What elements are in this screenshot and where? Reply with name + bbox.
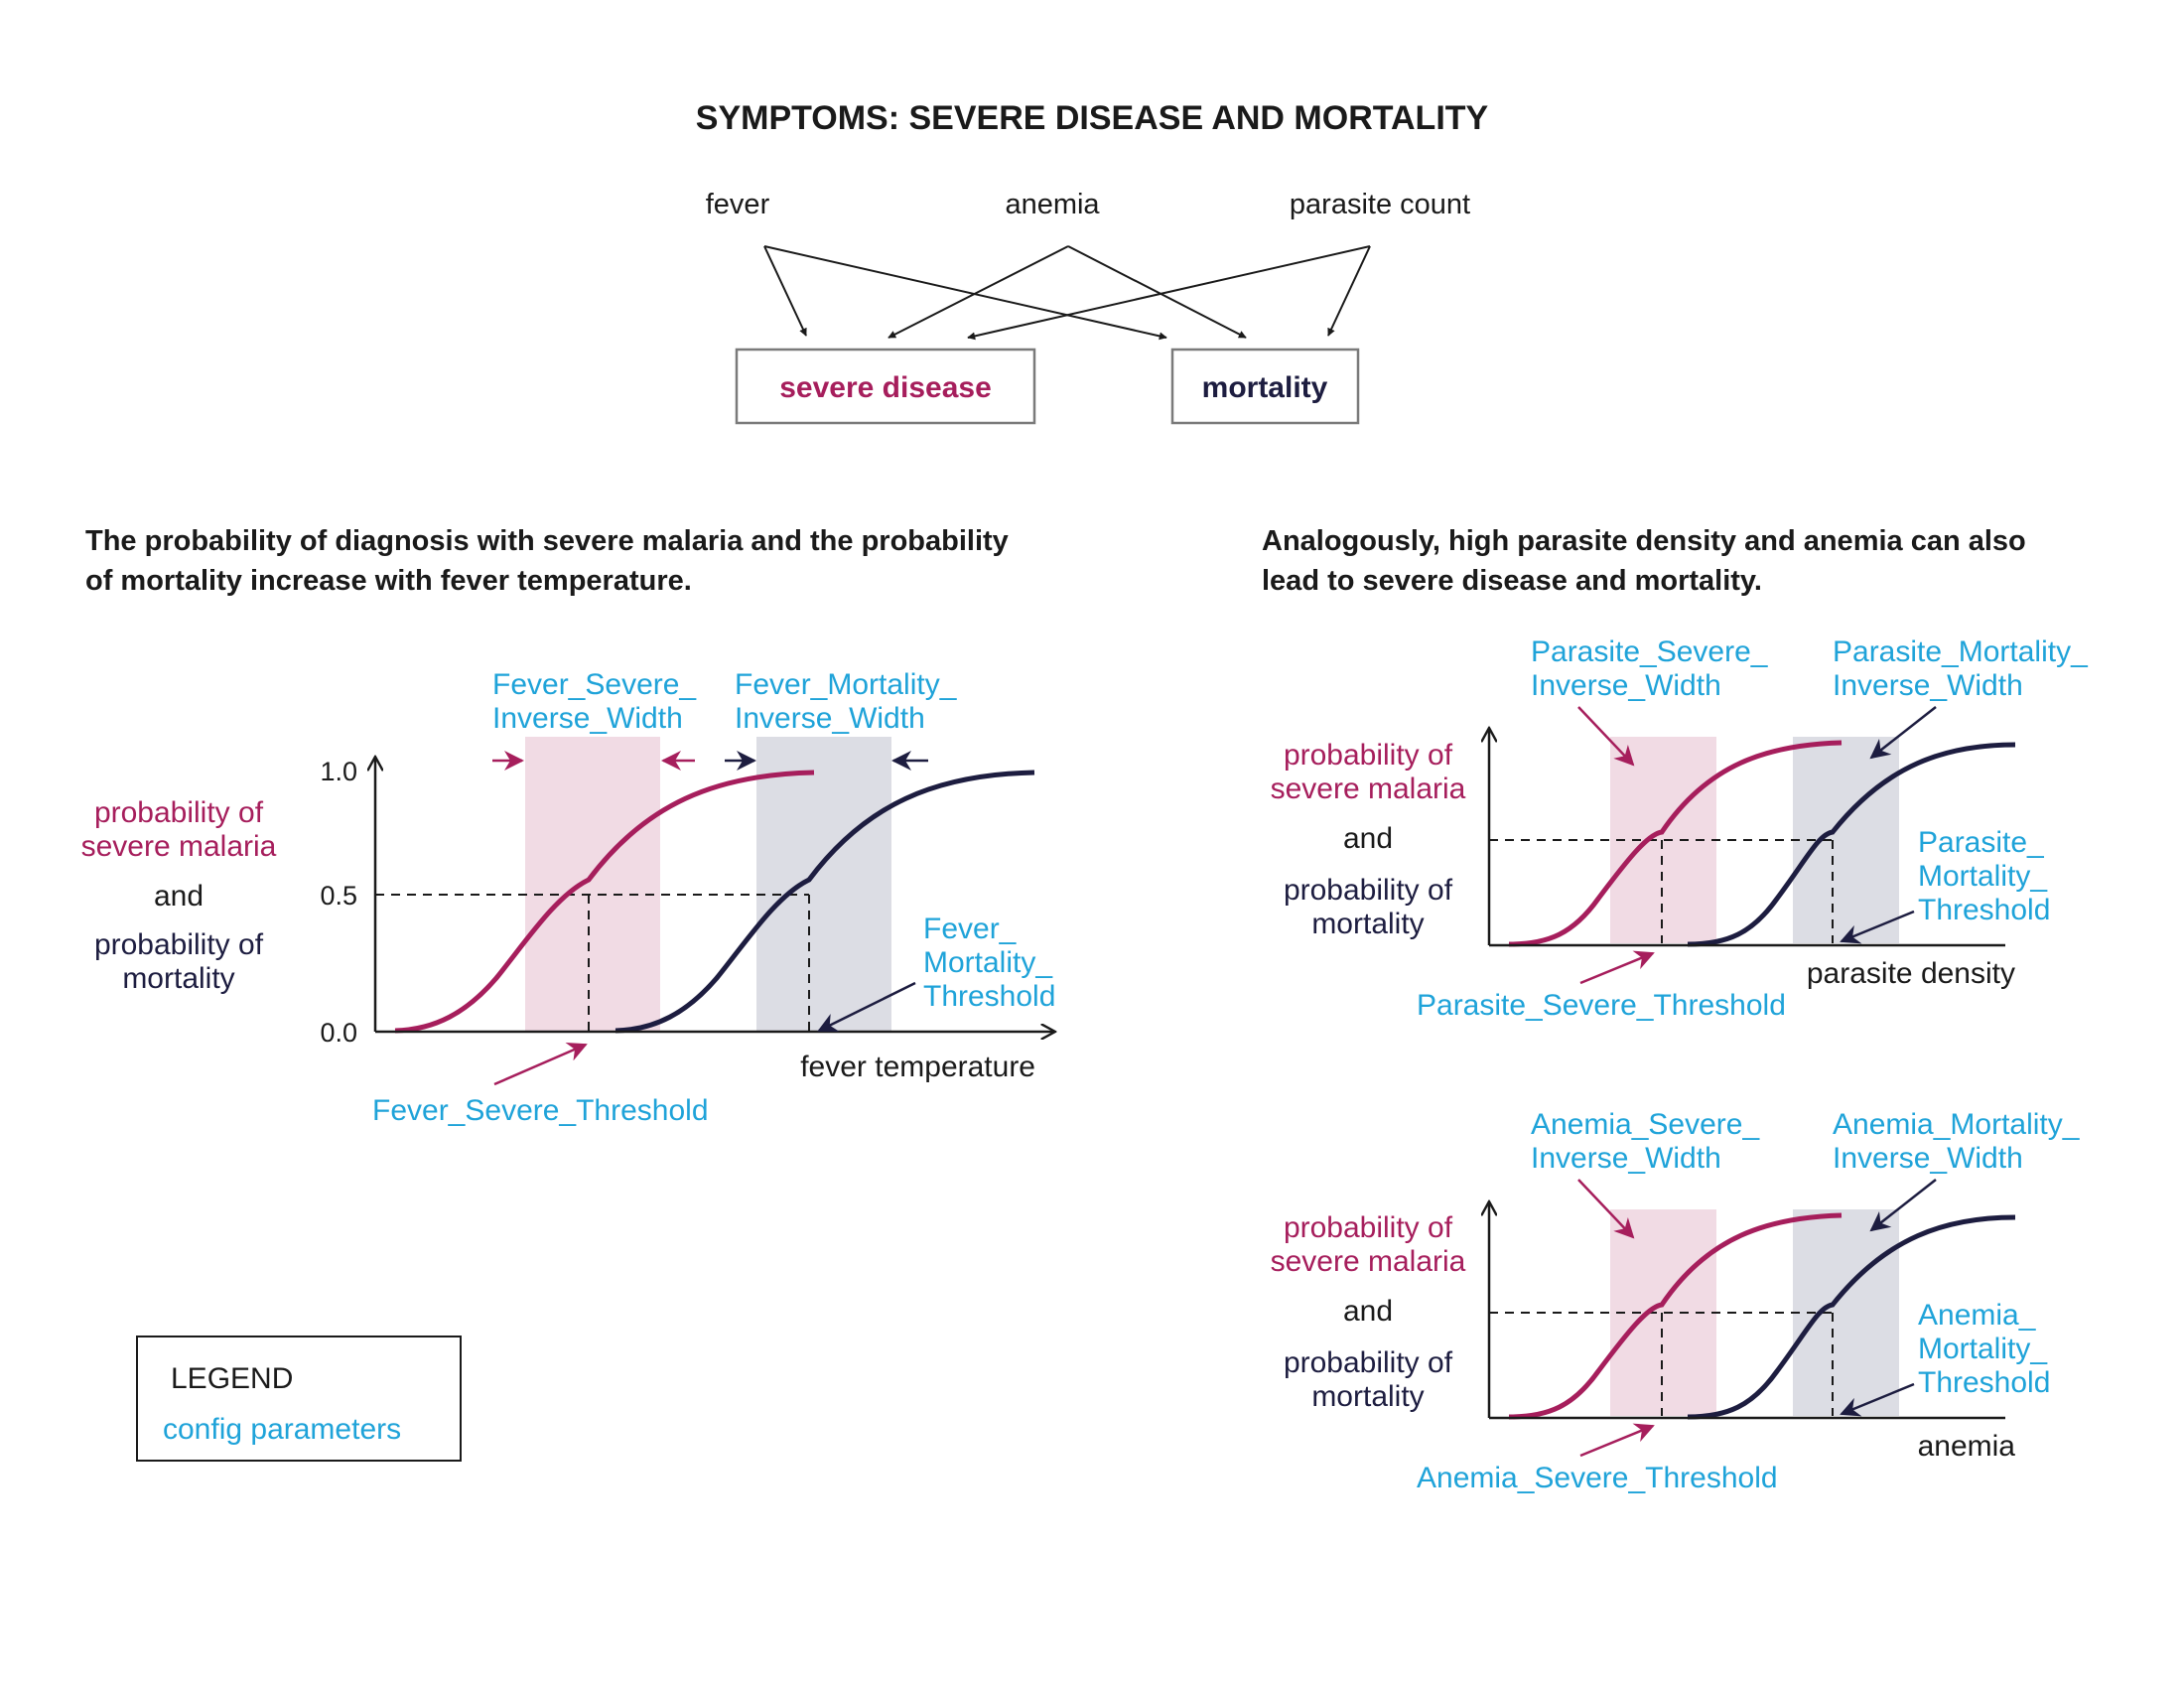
- parasite-chart: parasite density probability of severe m…: [1271, 635, 2089, 1022]
- fever-mortality-threshold-label-3: Threshold: [923, 980, 1055, 1013]
- parasite-mortality-curve: [1687, 742, 2016, 947]
- edge-fever-severe: [763, 245, 807, 337]
- anemia-mortality-threshold-label-3: Threshold: [1918, 1366, 2050, 1399]
- fever-x-label: fever temperature: [800, 1051, 1035, 1083]
- edge-anemia-severe: [887, 245, 1069, 339]
- fever-ytick-05: 0.5: [320, 881, 357, 911]
- parasite-mortality-threshold-label-3: Threshold: [1918, 894, 2050, 926]
- fever-ylabel-mortality-1: probability of: [94, 928, 264, 961]
- parasite-mortality-threshold-label-2: Mortality_: [1918, 860, 2048, 893]
- anemia-mortality-width-label-1: Anemia_Mortality_: [1833, 1108, 2081, 1141]
- mortality-box: [1170, 348, 1360, 425]
- edge-fever-mortality: [763, 245, 1167, 341]
- parasite-ylabel-mortality-1: probability of: [1284, 874, 1453, 907]
- legend-title: LEGEND: [171, 1362, 293, 1395]
- anemia-x-label: anemia: [1918, 1430, 2016, 1463]
- anemia-ylabel-mortality-1: probability of: [1284, 1346, 1453, 1379]
- left-caption-line-2: of mortality increase with fever tempera…: [85, 565, 692, 597]
- legend-box: [136, 1336, 462, 1462]
- legend-config-parameters: config parameters: [163, 1413, 401, 1446]
- parasite-mortality-threshold-arrow: [1840, 910, 1915, 944]
- right-caption-line-2: lead to severe disease and mortality.: [1262, 565, 1762, 597]
- parasite-ylabel-severe-2: severe malaria: [1271, 773, 1466, 805]
- parasite-x-label: parasite density: [1807, 957, 2015, 990]
- anemia-mortality-curve: [1687, 1214, 2016, 1420]
- parasite-mortality-width-label-1: Parasite_Mortality_: [1833, 635, 2089, 668]
- anemia-mortality-threshold-arrow: [1840, 1382, 1915, 1417]
- edge-anemia-mortality: [1067, 245, 1247, 339]
- legend: LEGEND config parameters: [136, 1336, 462, 1462]
- fever-severe-width-band: [525, 737, 660, 1032]
- right-caption-line-1: Analogously, high parasite density and a…: [1262, 525, 2026, 557]
- fever-ylabel-severe-1: probability of: [94, 796, 264, 829]
- parasite-severe-width-label-1: Parasite_Severe_: [1531, 635, 1769, 668]
- input-parasite-count: parasite count: [1290, 189, 1470, 220]
- anemia-severe-threshold-label: Anemia_Severe_Threshold: [1417, 1462, 1778, 1494]
- anemia-ylabel-and: and: [1343, 1295, 1393, 1328]
- anemia-ylabel-mortality-2: mortality: [1311, 1380, 1424, 1413]
- edge-parasite-mortality: [1327, 245, 1371, 337]
- anemia-chart: anemia probability of severe malaria and…: [1271, 1108, 2081, 1494]
- anemia-mortality-threshold-label-1: Anemia_: [1918, 1299, 2037, 1332]
- anemia-ylabel-severe-1: probability of: [1284, 1211, 1453, 1244]
- anemia-severe-width-label-1: Anemia_Severe_: [1531, 1108, 1760, 1141]
- parasite-ylabel-severe-1: probability of: [1284, 739, 1453, 772]
- parasite-severe-threshold-arrow: [1579, 950, 1655, 985]
- parasite-severe-width-arrow: [1577, 706, 1635, 767]
- fever-ylabel-and: and: [154, 880, 204, 913]
- fever-mortality-threshold-label-2: Mortality_: [923, 946, 1053, 979]
- parasite-mortality-width-arrow: [1869, 706, 1937, 760]
- flow-diagram: fever anemia parasite count severe disea…: [706, 189, 1470, 425]
- fever-mortality-width-label-2: Inverse_Width: [735, 702, 925, 735]
- fever-severe-threshold-arrow: [493, 1043, 588, 1086]
- fever-severe-width-label-1: Fever_Severe_: [492, 668, 697, 701]
- anemia-severe-threshold-arrow: [1579, 1423, 1655, 1458]
- parasite-severe-curve: [1508, 740, 1843, 947]
- fever-mortality-width-label-1: Fever_Mortality_: [735, 668, 958, 701]
- anemia-ylabel-severe-2: severe malaria: [1271, 1245, 1466, 1278]
- input-anemia: anemia: [1005, 189, 1100, 220]
- parasite-ylabel-and: and: [1343, 822, 1393, 855]
- edge-parasite-severe: [967, 245, 1371, 341]
- anemia-mortality-width-arrow: [1869, 1179, 1937, 1232]
- fever-severe-threshold-label: Fever_Severe_Threshold: [372, 1094, 709, 1127]
- severe-disease-box: [735, 348, 1036, 425]
- left-caption-line-1: The probability of diagnosis with severe…: [85, 525, 1009, 557]
- input-fever: fever: [706, 189, 770, 220]
- anemia-severe-width-label-2: Inverse_Width: [1531, 1142, 1721, 1175]
- fever-ylabel-mortality-2: mortality: [122, 962, 234, 995]
- fever-severe-width-label-2: Inverse_Width: [492, 702, 683, 735]
- anemia-severe-width-arrow: [1577, 1179, 1635, 1239]
- fever-chart: 0.0 0.5 1.0 fever temperature probabilit…: [81, 668, 1056, 1127]
- page-title: SYMPTOMS: SEVERE DISEASE AND MORTALITY: [696, 99, 1489, 137]
- fever-mortality-threshold-arrow: [817, 981, 916, 1033]
- fever-severe-curve: [394, 770, 815, 1034]
- fever-mortality-curve: [614, 770, 1035, 1034]
- anemia-severe-curve: [1508, 1212, 1843, 1420]
- anemia-mortality-width-label-2: Inverse_Width: [1833, 1142, 2023, 1175]
- parasite-ylabel-mortality-2: mortality: [1311, 908, 1424, 940]
- mortality-label: mortality: [1202, 371, 1328, 404]
- anemia-mortality-threshold-label-2: Mortality_: [1918, 1333, 2048, 1365]
- parasite-mortality-threshold-label-1: Parasite_: [1918, 826, 2045, 859]
- fever-mortality-width-band: [756, 737, 891, 1032]
- fever-mortality-threshold-label-1: Fever_: [923, 913, 1018, 945]
- parasite-mortality-width-label-2: Inverse_Width: [1833, 669, 2023, 702]
- severe-disease-label: severe disease: [779, 371, 992, 404]
- parasite-severe-threshold-label: Parasite_Severe_Threshold: [1417, 989, 1786, 1022]
- fever-ytick-0: 0.0: [320, 1018, 357, 1048]
- fever-ylabel-severe-2: severe malaria: [81, 830, 277, 863]
- parasite-severe-width-label-2: Inverse_Width: [1531, 669, 1721, 702]
- fever-ytick-1: 1.0: [320, 757, 357, 786]
